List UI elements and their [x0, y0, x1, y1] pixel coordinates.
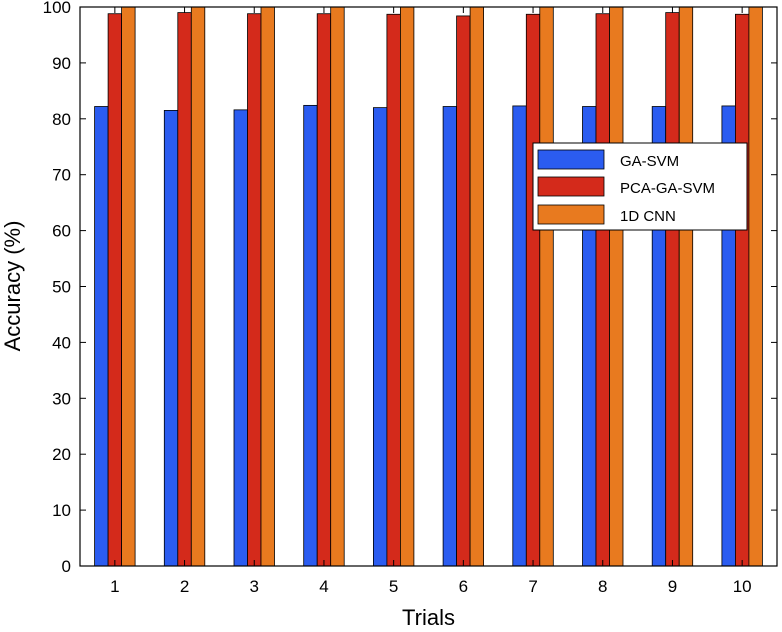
bar-ga-svm-trial-5: [372, 107, 388, 567]
y-tick-label: 10: [52, 501, 71, 520]
legend-swatch-pca-ga-svm: [537, 176, 605, 197]
x-tick-label: 6: [459, 577, 468, 596]
bar-1d-cnn-trial-5: [399, 6, 415, 567]
bar-1d-cnn-trial-6: [469, 6, 485, 567]
bar-1d-cnn-trial-9: [678, 6, 694, 567]
bar-1d-cnn-trial-4: [330, 6, 345, 567]
x-tick-label: 5: [389, 577, 398, 596]
bar-ga-svm-trial-4: [303, 104, 318, 567]
x-axis: 1 2 3 4 5 6 7 8 9 10: [110, 7, 752, 596]
bar-1d-cnn-trial-8: [609, 6, 624, 567]
legend-label-1d-cnn: 1D CNN: [620, 208, 676, 225]
y-tick-label: 30: [52, 389, 71, 408]
x-tick-label: 10: [733, 577, 752, 596]
y-tick-label: 90: [52, 54, 71, 73]
x-axis-label: Trials: [402, 605, 455, 630]
bar-pca-ga-svm-trial-8: [595, 13, 610, 567]
legend-label-ga-svm: GA-SVM: [620, 153, 679, 170]
bar-ga-svm-trial-3: [233, 109, 248, 567]
bar-ga-svm-trial-1: [94, 106, 109, 567]
bar-pca-ga-svm-trial-9: [665, 12, 680, 567]
x-tick-label: 1: [110, 577, 119, 596]
y-tick-label: 0: [62, 557, 71, 576]
legend-swatch-ga-svm: [537, 149, 605, 170]
x-tick-label: 9: [668, 577, 677, 596]
bar-1d-cnn-trial-7: [539, 6, 554, 567]
bar-ga-svm-trial-2: [163, 110, 179, 567]
y-tick-label: 50: [52, 278, 71, 297]
y-tick-label: 70: [52, 166, 71, 185]
y-tick-label: 40: [52, 333, 71, 352]
y-tick-label: 80: [52, 110, 71, 129]
y-axis-label: Accuracy (%): [0, 221, 25, 352]
bar-pca-ga-svm-trial-1: [107, 13, 122, 567]
bar-1d-cnn-trial-10: [748, 6, 763, 567]
x-tick-label: 8: [598, 577, 607, 596]
x-tick-label: 7: [528, 577, 537, 596]
bar-pca-ga-svm-trial-5: [386, 13, 401, 567]
bar-ga-svm-trial-7: [512, 105, 527, 567]
bar-1d-cnn-trial-3: [260, 6, 275, 567]
legend: GA-SVM PCA-GA-SVM 1D CNN: [532, 142, 748, 231]
bar-pca-ga-svm-trial-2: [177, 12, 192, 567]
legend-label-pca-ga-svm: PCA-GA-SVM: [620, 180, 715, 197]
x-tick-label: 4: [319, 577, 328, 596]
x-tick-label: 3: [250, 577, 259, 596]
bar-pca-ga-svm-trial-10: [735, 13, 750, 567]
y-tick-label: 20: [52, 445, 71, 464]
bar-pca-ga-svm-trial-3: [247, 13, 262, 567]
bar-ga-svm-trial-6: [442, 106, 458, 567]
bars-layer: [94, 6, 763, 567]
bar-pca-ga-svm-trial-6: [456, 15, 471, 567]
legend-swatch-1d-cnn: [537, 204, 605, 225]
bar-pca-ga-svm-trial-7: [525, 13, 541, 567]
x-tick-label: 2: [180, 577, 189, 596]
y-axis: 0 10 20 30 40 50 60 70 80 90 100: [43, 0, 777, 576]
bar-1d-cnn-trial-1: [121, 6, 136, 567]
bar-pca-ga-svm-trial-4: [316, 13, 332, 567]
bar-1d-cnn-trial-2: [190, 6, 206, 567]
y-tick-label: 100: [43, 0, 71, 17]
y-tick-label: 60: [52, 222, 71, 241]
